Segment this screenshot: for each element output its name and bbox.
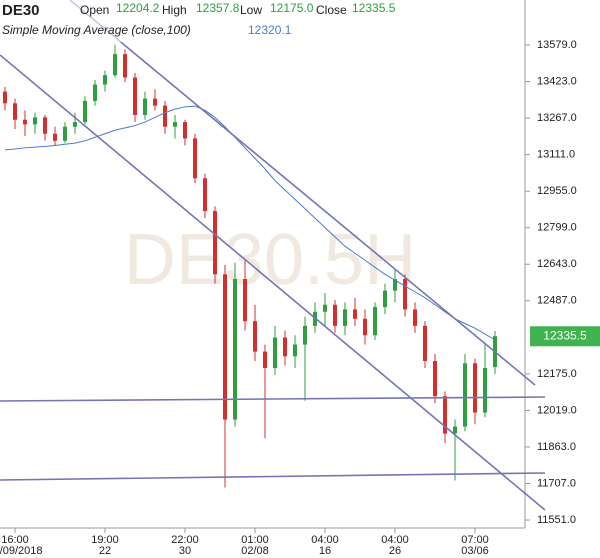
candle-body xyxy=(73,122,77,127)
indicator-value: 12320.1 xyxy=(248,23,292,37)
candle-body xyxy=(103,75,107,85)
close-label: Close xyxy=(316,3,347,17)
candle-body xyxy=(113,54,117,76)
candle-body xyxy=(243,278,247,322)
candle-body xyxy=(233,278,237,420)
y-tick-label: 11707.0 xyxy=(537,477,576,489)
x-tick-label: 07:00 xyxy=(461,534,489,546)
candle-body xyxy=(223,274,227,420)
x-tick-label: 04:00 xyxy=(381,534,409,546)
candle-body xyxy=(253,321,257,352)
candle-body xyxy=(153,98,157,106)
candle-body xyxy=(333,304,337,326)
candle-body xyxy=(183,122,187,139)
candle-body xyxy=(23,119,27,125)
high-value: 12357.8 xyxy=(196,1,240,15)
trendline xyxy=(0,54,546,511)
candle-body xyxy=(293,344,297,357)
candle-body xyxy=(13,103,17,120)
y-tick-label: 12175.0 xyxy=(537,368,577,380)
x-tick-label: 19:00 xyxy=(91,534,119,546)
candle-body xyxy=(33,117,37,125)
candle-body xyxy=(363,318,367,336)
candle-body xyxy=(483,368,487,413)
candle-body xyxy=(323,304,327,312)
x-tick-label: 26 xyxy=(389,545,401,557)
candle-body xyxy=(193,138,197,179)
header-bg xyxy=(0,0,420,42)
trendline xyxy=(0,396,546,402)
drawn-trendlines xyxy=(0,0,546,511)
candle-body xyxy=(143,98,147,116)
candle-body xyxy=(353,309,357,319)
candle-body xyxy=(273,337,277,369)
candle-body xyxy=(473,363,477,413)
candle-body xyxy=(213,211,217,275)
candle-body xyxy=(413,309,417,326)
x-tick-label: 01:00 xyxy=(241,534,269,546)
x-tick-label: 16:00 xyxy=(1,534,29,546)
candle-body xyxy=(93,84,97,101)
watermark: DE30.5H xyxy=(124,220,416,300)
low-value: 12175.0 xyxy=(270,1,314,15)
candle-body xyxy=(303,325,307,345)
x-tick-label: 22:00 xyxy=(171,534,199,546)
y-tick-label: 12643.0 xyxy=(537,258,577,270)
y-tick-label: 12799.0 xyxy=(537,222,577,234)
symbol: DE30 xyxy=(2,2,40,19)
candle-body xyxy=(43,117,47,134)
x-tick-label: 30 xyxy=(179,545,191,557)
candle-body xyxy=(423,325,427,361)
trendline xyxy=(69,0,536,386)
close-value: 12335.5 xyxy=(352,1,396,15)
last-price-box xyxy=(530,326,600,347)
candle-body xyxy=(393,278,397,291)
trendline xyxy=(0,472,546,481)
candle-body xyxy=(173,122,177,127)
candle-body xyxy=(343,309,347,326)
y-tick-label: 12487.0 xyxy=(537,295,577,307)
open-value: 12204.2 xyxy=(116,1,160,15)
y-tick-label: 13423.0 xyxy=(537,75,577,87)
candle-body xyxy=(83,100,87,123)
y-tick-label: 11863.0 xyxy=(537,441,576,453)
candle-body xyxy=(3,91,7,104)
x-tick-label: 01/09/2018 xyxy=(0,545,43,557)
y-tick-label: 13579.0 xyxy=(537,39,577,51)
y-tick-label: 13111.0 xyxy=(537,149,575,161)
low-label: Low xyxy=(240,3,262,17)
candle-body xyxy=(373,307,377,336)
candle-body xyxy=(203,178,207,212)
candle-body xyxy=(433,360,437,397)
candle-body xyxy=(163,105,167,127)
candle-body xyxy=(463,363,467,427)
candle-body xyxy=(283,337,287,357)
y-tick-label: 12019.0 xyxy=(537,404,577,416)
candle-body xyxy=(403,278,407,310)
sma-line xyxy=(4,105,496,341)
x-tick-label: 03/06 xyxy=(461,545,489,557)
y-tick-label: 13267.0 xyxy=(537,112,577,124)
indicator-name: Simple Moving Average (close,100) xyxy=(2,23,191,37)
candle-body xyxy=(383,290,387,308)
last-price-label: 12335.5 xyxy=(543,328,587,342)
x-tick-label: 22 xyxy=(99,545,111,557)
x-tick-label: 16 xyxy=(319,545,331,557)
candle-body xyxy=(63,126,67,141)
candle-body xyxy=(453,426,457,434)
candle-body xyxy=(123,54,127,78)
candle-body xyxy=(263,351,267,369)
y-tick-label: 11551.0 xyxy=(537,514,576,526)
x-tick-label: 04:00 xyxy=(311,534,339,546)
y-tick-label: 12955.0 xyxy=(537,185,577,197)
candle-body xyxy=(443,396,447,434)
open-label: Open xyxy=(80,3,109,17)
candle-body xyxy=(53,133,57,141)
plot-area xyxy=(3,44,497,488)
x-tick-label: 02/08 xyxy=(241,545,269,557)
high-label: High xyxy=(162,3,187,17)
candle-body xyxy=(133,77,137,116)
